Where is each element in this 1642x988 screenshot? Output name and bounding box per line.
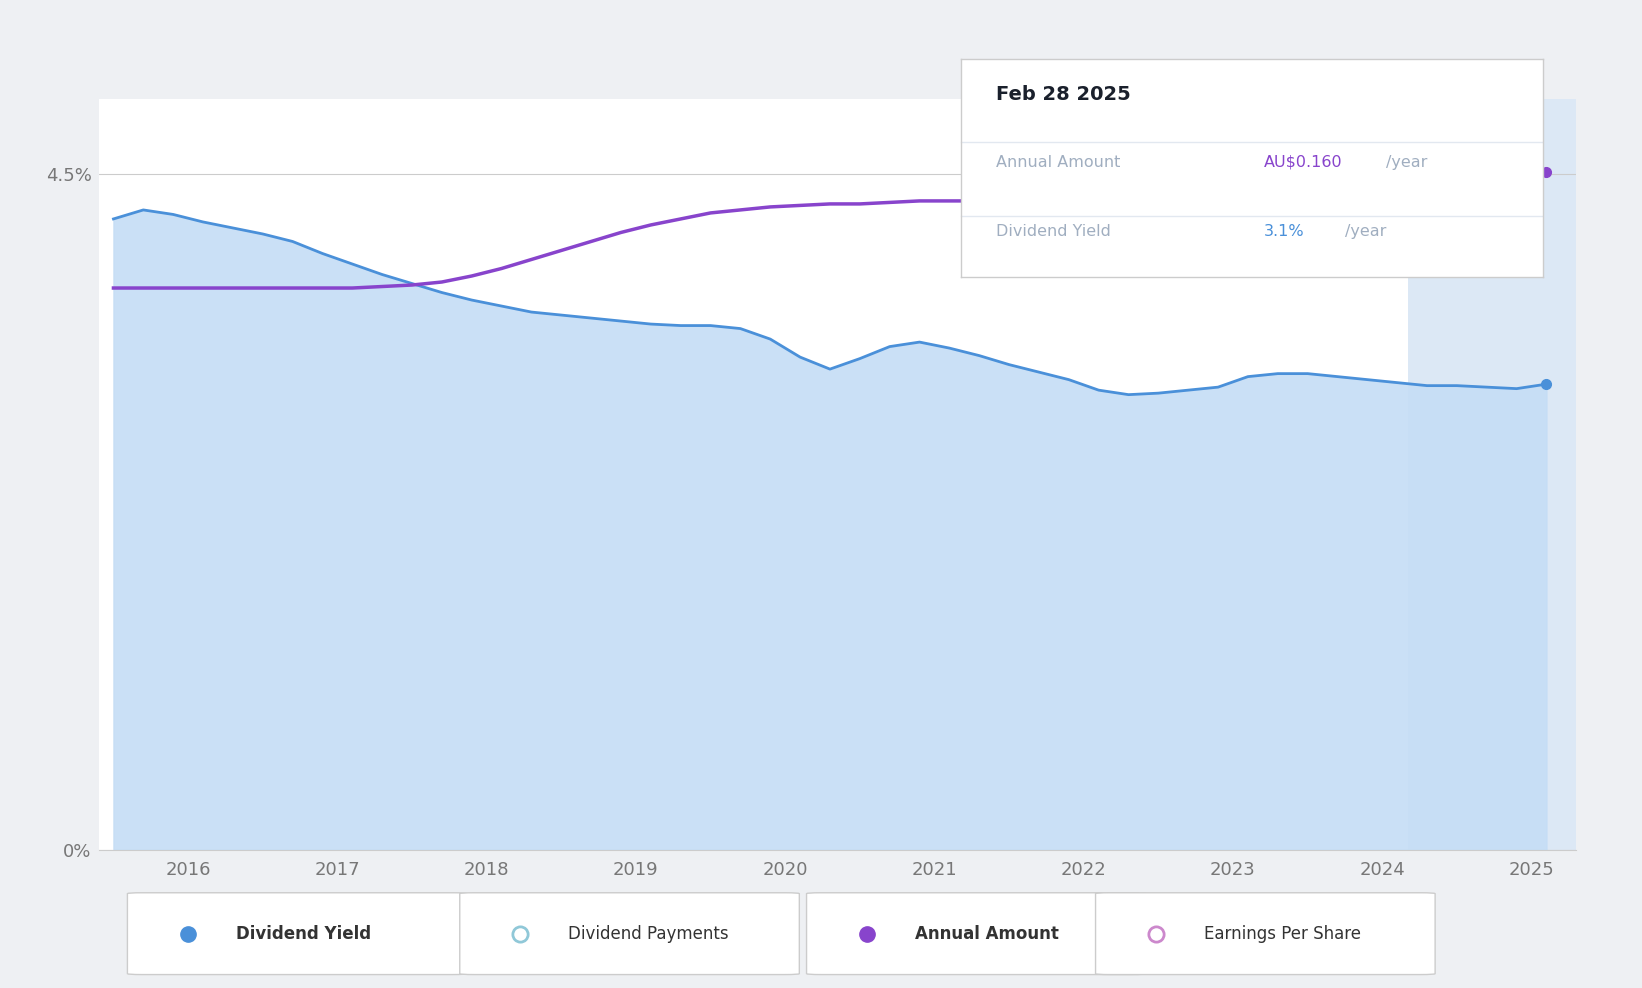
FancyBboxPatch shape: [806, 893, 1146, 974]
FancyBboxPatch shape: [460, 893, 800, 974]
FancyBboxPatch shape: [1095, 893, 1435, 974]
Text: Earnings Per Share: Earnings Per Share: [1204, 925, 1361, 943]
Text: Feb 28 2025: Feb 28 2025: [995, 85, 1130, 105]
Text: Annual Amount: Annual Amount: [915, 925, 1059, 943]
Text: Past: Past: [1476, 139, 1512, 157]
Text: Dividend Yield: Dividend Yield: [236, 925, 371, 943]
Bar: [1407, 99, 1576, 850]
Text: /year: /year: [1345, 224, 1386, 239]
Text: 3.1%: 3.1%: [1264, 224, 1304, 239]
Text: Annual Amount: Annual Amount: [995, 155, 1120, 170]
Text: /year: /year: [1386, 155, 1427, 170]
Text: Dividend Yield: Dividend Yield: [995, 224, 1110, 239]
Text: Dividend Payments: Dividend Payments: [568, 925, 729, 943]
Text: AU$0.160: AU$0.160: [1264, 155, 1342, 170]
FancyBboxPatch shape: [128, 893, 466, 974]
